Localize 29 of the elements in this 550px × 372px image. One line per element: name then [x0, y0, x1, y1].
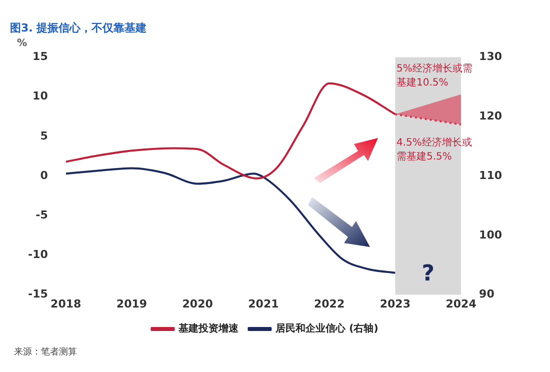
x-tick-label: 2019	[116, 297, 148, 310]
source-note: 来源：笔者测算	[14, 346, 77, 358]
y-tick-label: -10	[28, 248, 48, 262]
y2-tick-label: 120	[479, 109, 502, 122]
y2-tick-label: 100	[479, 228, 502, 242]
line-series	[66, 167, 396, 274]
x-tick-label: 2023	[380, 297, 410, 310]
y2-tick-label: 110	[479, 168, 502, 182]
y-tick-label: -5	[36, 208, 48, 222]
y-tick-label: 10	[32, 90, 48, 103]
x-tick-label: 2024	[446, 297, 477, 310]
annotation: 5%经济增长或需基建10.5%	[396, 62, 472, 89]
chart-title: 图3. 提振信心，不仅靠基建	[10, 21, 147, 34]
y-tick-label: 5	[40, 129, 48, 142]
x-tick-label: 2020	[182, 297, 214, 310]
legend-label: 居民和企业信心 (右轴)	[274, 322, 378, 335]
y2-tick-label: 130	[479, 50, 502, 64]
y-tick-label: 0	[40, 168, 48, 182]
y2-tick-label: 90	[479, 288, 495, 301]
legend-label: 基建投资增速	[178, 322, 240, 335]
x-tick-label: 2021	[248, 297, 279, 310]
y-axis-title: %	[16, 38, 28, 49]
y-tick-label: 15	[32, 50, 48, 64]
x-tick-label: 2018	[50, 297, 82, 310]
x-tick-label: 2022	[314, 297, 345, 310]
annotation: ?	[422, 262, 434, 287]
y-tick-label: -15	[28, 288, 48, 301]
annotation: 4.5%经济增长或需基建5.5%	[396, 136, 472, 162]
line-series	[66, 82, 396, 180]
